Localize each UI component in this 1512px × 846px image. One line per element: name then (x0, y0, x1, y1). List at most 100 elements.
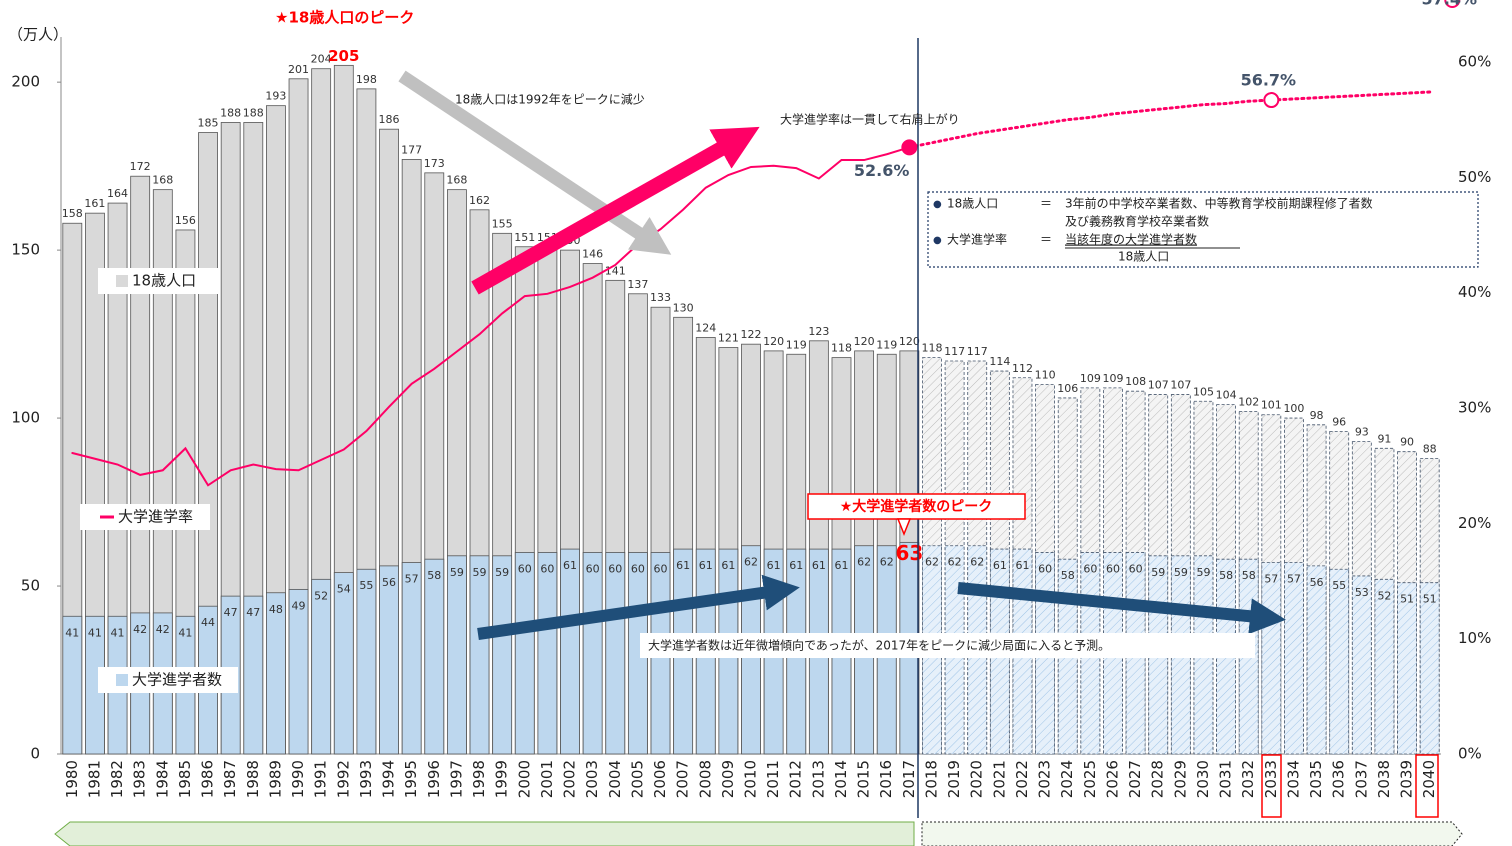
bar-label: 60 (1083, 562, 1097, 575)
bar (1261, 562, 1282, 755)
bar (379, 565, 399, 755)
bar-label: 168 (152, 174, 173, 187)
x-tick-label: 1988 (244, 760, 262, 798)
bar (243, 595, 264, 755)
bar-label: 41 (178, 626, 192, 639)
bar-label: 101 (1261, 399, 1282, 412)
bar-label: 107 (1170, 379, 1191, 392)
definition-denominator: 18歳人口 (1118, 250, 1169, 264)
bar-label: 58 (1061, 569, 1075, 582)
bar (514, 552, 535, 755)
bar (424, 558, 445, 755)
bar-label: 133 (650, 291, 671, 304)
x-tick-label: 2030 (1194, 760, 1212, 798)
line (71, 146, 911, 487)
bar-label: 42 (133, 623, 147, 636)
x-tick-label: 1982 (108, 760, 126, 798)
x-tick-label: 2000 (515, 760, 533, 798)
x-tick-label: 2005 (628, 760, 646, 798)
definition-term: 大学進学率 (947, 232, 1007, 247)
bar-label: 59 (1151, 566, 1165, 579)
bar-label: 61 (993, 559, 1007, 572)
bar-label: 104 (1216, 389, 1237, 402)
bar-label: 60 (1129, 562, 1143, 575)
bar-label: 48 (269, 603, 283, 616)
bar-label: 60 (518, 562, 532, 575)
bar (537, 552, 558, 755)
x-tick-label: 2012 (787, 760, 805, 798)
x-tick-label: 2016 (877, 760, 895, 798)
bar-label: 58 (427, 569, 441, 582)
arrow (471, 126, 760, 295)
x-tick-label: 2022 (1013, 760, 1031, 798)
bar-label: 88 (1423, 442, 1437, 455)
y2-tick-label: 40% (1458, 283, 1491, 301)
y2-tick-label: 0% (1458, 745, 1482, 763)
bar-label: 54 (337, 583, 351, 596)
bar (288, 588, 309, 755)
bar-label: 109 (1080, 372, 1101, 385)
annotation: 18歳人口は1992年をピークに減少 (455, 92, 645, 107)
callout-box (807, 493, 1026, 520)
x-tick-label: 2039 (1398, 760, 1416, 798)
x-tick-label: 2014 (832, 760, 850, 798)
legend-label: 大学進学者数 (132, 671, 222, 689)
bar (356, 568, 377, 755)
x-tick-label: 1998 (470, 760, 488, 798)
bar-label: 61 (676, 559, 690, 572)
bar-label: 109 (1102, 372, 1123, 385)
bar-label: 49 (292, 599, 306, 612)
decorations: ● ● (54, 38, 1479, 846)
definition-formula: 及び義務教育学校卒業者数 (1065, 214, 1209, 229)
y2-tick-label: 20% (1458, 514, 1491, 532)
bar (560, 548, 580, 755)
bar (582, 552, 603, 755)
x-tick-label: 1986 (199, 760, 217, 798)
bar-label: 63 (895, 541, 923, 565)
x-tick-label: 2013 (809, 760, 827, 798)
bar (62, 615, 83, 755)
x-tick-label: 2001 (538, 760, 556, 798)
bar-label: 61 (834, 559, 848, 572)
bar (1284, 562, 1304, 755)
bar-label: 141 (605, 264, 626, 277)
definition-eq: ＝ (1040, 233, 1052, 247)
definition-numerator: 当該年度の大学進学者数 (1065, 232, 1197, 247)
bar-label: 62 (857, 556, 871, 569)
bar-label: 158 (62, 207, 83, 220)
bar-label: 130 (673, 301, 694, 314)
bar-label: 62 (948, 556, 962, 569)
bar-label: 59 (495, 566, 509, 579)
x-tick-label: 2003 (583, 760, 601, 798)
bar-label: 61 (1015, 559, 1029, 572)
bar-label: 105 (1193, 385, 1214, 398)
bar-label: 100 (1283, 402, 1304, 415)
bar-label: 108 (1125, 375, 1146, 388)
definition-term: 18歳人口 (947, 197, 998, 211)
bar-label: 61 (812, 559, 826, 572)
x-tick-label: 2018 (922, 760, 940, 798)
bar-label: 118 (831, 342, 852, 355)
x-tick-label: 2026 (1103, 760, 1121, 798)
bar-label: 61 (699, 559, 713, 572)
bar-label: 114 (989, 355, 1010, 368)
definition-formula: 3年前の中学校卒業者数、中等教育学校前期課程修了者数 (1065, 196, 1373, 211)
point (1263, 92, 1280, 109)
point-label: 57.4% (1422, 0, 1478, 9)
bar-label: 61 (721, 559, 735, 572)
x-tick-label: 2015 (855, 760, 873, 798)
bar-label: 168 (446, 174, 467, 187)
x-tick-label: 2021 (990, 760, 1008, 798)
legend-swatch (116, 275, 128, 287)
bar-label: 61 (563, 559, 577, 572)
x-tick-label: 1999 (493, 760, 511, 798)
bar-label: 188 (220, 106, 241, 119)
arrow (477, 574, 800, 640)
bar-label: 58 (1219, 569, 1233, 582)
bar-label: 58 (1242, 569, 1256, 582)
bar (1351, 575, 1372, 755)
bar-label: 156 (175, 214, 196, 227)
bar (1397, 582, 1417, 755)
bar-label: 118 (921, 342, 942, 355)
